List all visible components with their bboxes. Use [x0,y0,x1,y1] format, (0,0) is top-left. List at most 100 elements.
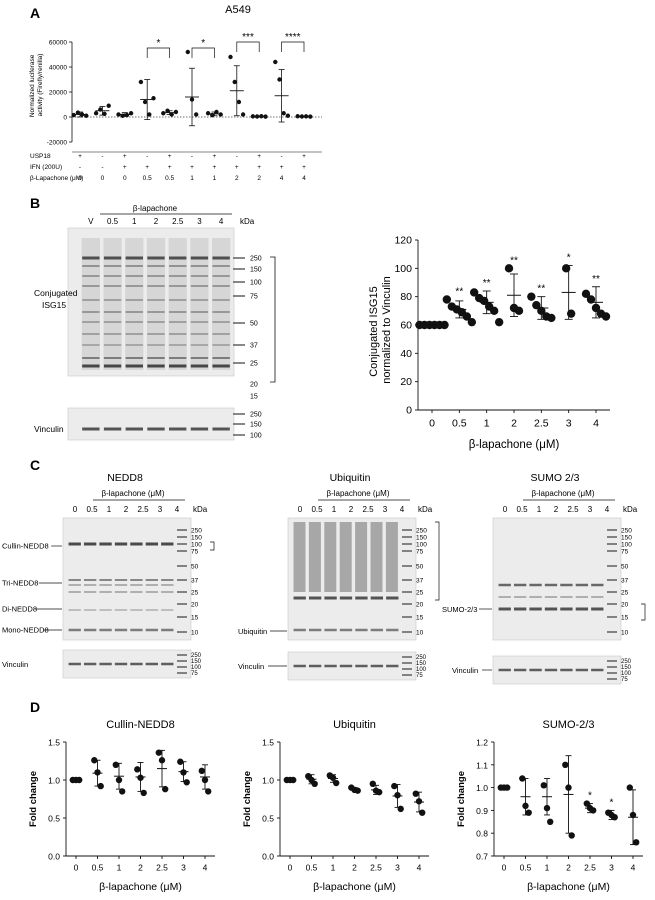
panel-c-nedd8-band [145,609,159,611]
panel-b-vinc-ladder [233,434,245,436]
panel-c-sumo-band [498,583,511,587]
panel-d-ubiquitin-xtick-label: 4 [417,863,422,873]
panel-b-band [82,311,100,313]
panel-a-cell: + [302,153,306,160]
panel-a-point [106,103,111,108]
panel-b-band [125,299,143,301]
panel-c-nedd8-marker: 25 [191,590,199,597]
panel-b-band [103,333,122,335]
panel-c-ubiquitin-vinculin-band [324,664,337,668]
panel-d-sumo-ytick-label: 0.9 [476,806,488,816]
panel-a-ytick-label: 0 [63,115,67,122]
panel-a-row-label: β-Lapachone (μM) [30,175,83,182]
panel-d-cullin-ytick-label: 0.0 [48,852,60,862]
panel-d-ubiquitin-xlabel: β-lapachone (μM) [313,881,396,893]
panel-c-nedd8-vinculin-band [83,662,97,666]
panel-a-ytick-label: -20000 [47,140,68,147]
panel-d-cullin-point [115,776,123,784]
panel-c-nedd8-band [145,542,159,546]
panel-b-chart-xtick-label: 4 [593,418,599,430]
panel-a-sig-bracket [236,41,260,52]
panel-b-band [125,275,143,277]
panel-d-cullin-point [94,769,101,776]
panel-d-sumo-point [633,839,640,846]
panel-a-axes: -20000 0 20000 40000 60000 [47,40,322,147]
panel-b-band [82,256,100,260]
panel-c-sumo-marker: 50 [621,564,629,571]
panel-b-vinculin-band [212,427,230,431]
panel-d-sumo-ylabel: Fold change [456,771,467,827]
panel-c-ubiquitin-lane-label: 1 [332,505,337,514]
panel-d-sumo-point [522,802,529,810]
panel-b-band [212,256,230,260]
panel-d-cullin-point [140,789,147,797]
panel-c-nedd8-vinc-ladder [177,654,187,656]
panel-a-cell: + [280,164,284,171]
panel-c-sumo-band [529,607,542,611]
panel-b-chart-sig: ** [537,284,545,295]
panel-b-chart-xtick-label: 2.5 [534,418,549,430]
panel-c-sumo-vinc-marker: 250 [621,659,632,665]
panel-d-sumo-xtick-label: 4 [631,863,636,873]
panel-c-sumo-vinculin-band [544,668,558,672]
panel-c-nedd8-label: Cullin-NEDD8 [2,542,49,551]
panel-b-ladder-band [233,344,245,346]
panel-c-ubiquitin-vinc-ladder [402,656,412,658]
panel-c-nedd8-band [130,591,143,593]
panel-c-ubiquitin-kda: kDa [418,505,433,514]
panel-c-ubiquitin-band [370,596,384,600]
panel-c-sumo-vinc-marker: 150 [621,665,632,671]
panel-b-band [82,344,100,346]
panel-a-cell: 0.5 [165,175,174,182]
panel-b-lane-label: V [88,217,94,226]
panel-c-sumo-vinc-marker: 100 [621,671,632,677]
panel-letter-b: B [30,195,40,211]
panel-c-nedd8-band [114,579,128,581]
panel-c-ubiquitin-lane-label: 0 [298,505,303,514]
panel-d-ubiquitin-xtick-label: 1 [331,863,336,873]
panel-b-label-conj-2: ISG15 [42,300,66,310]
panel-d-ubiquitin-point [415,798,423,805]
panel-c-sumo-band [591,596,604,598]
panel-a-row-label: USP18 [30,153,51,160]
panel-c-nedd8-band [161,628,174,632]
panel-b-ladder-band [233,295,245,297]
panel-c-ubiquitin-band [324,628,337,632]
panel-d-cullin-xtick-label: 0.5 [92,863,104,873]
panel-c-ubiquitin-lane-label: 0.5 [311,505,323,514]
panel-c-sumo-marker: 150 [621,535,632,542]
panel-d-sumo-ytick-label: 1.1 [476,760,488,770]
panel-d-sumo-title: SUMO-2/3 [543,719,595,731]
panel-b-band [212,344,230,346]
panel-b-smear [103,238,122,370]
panel-a-sig-label: **** [285,32,301,43]
panel-b-band [103,311,122,313]
panel-c-nedd8-marker: 37 [191,578,199,585]
panel-c-nedd8-vinc-ladder [177,660,187,662]
panel-b-marker: 250 [250,256,262,263]
panel-a-point [138,79,144,85]
panel-a-cell: 4 [280,175,284,182]
panel-a-point [194,112,199,117]
panel-c-ubiquitin-treatment: β-lapachone (μM) [326,489,389,498]
panel-a-cell: 4 [302,175,306,182]
panel-c-sumo-band [560,583,573,587]
panel-c-sumo-marker: 250 [621,528,632,535]
panel-b-band [125,364,143,368]
panel-d-cullin-ytick-label: 1.0 [48,776,60,786]
panel-b-band [82,299,100,301]
panel-b-band [103,357,122,359]
panel-c-ubiquitin-marker: 37 [416,578,424,585]
panel-a-cell: + [145,164,149,171]
panel-c-nedd8-band [68,579,81,581]
panel-c-sumo-ladder-band [607,529,617,531]
panel-b-band [103,299,122,301]
panel-a-point [232,79,237,85]
panel-d-ubiquitin-xtick-label: 3 [395,863,400,873]
panel-b-ylabel-line2: normalized to Vinculin [381,276,393,383]
panel-a-ytick-label: 40000 [49,65,67,72]
panel-a-point [308,114,313,119]
panel-a-point [236,99,242,105]
panel-b-band [169,299,187,301]
